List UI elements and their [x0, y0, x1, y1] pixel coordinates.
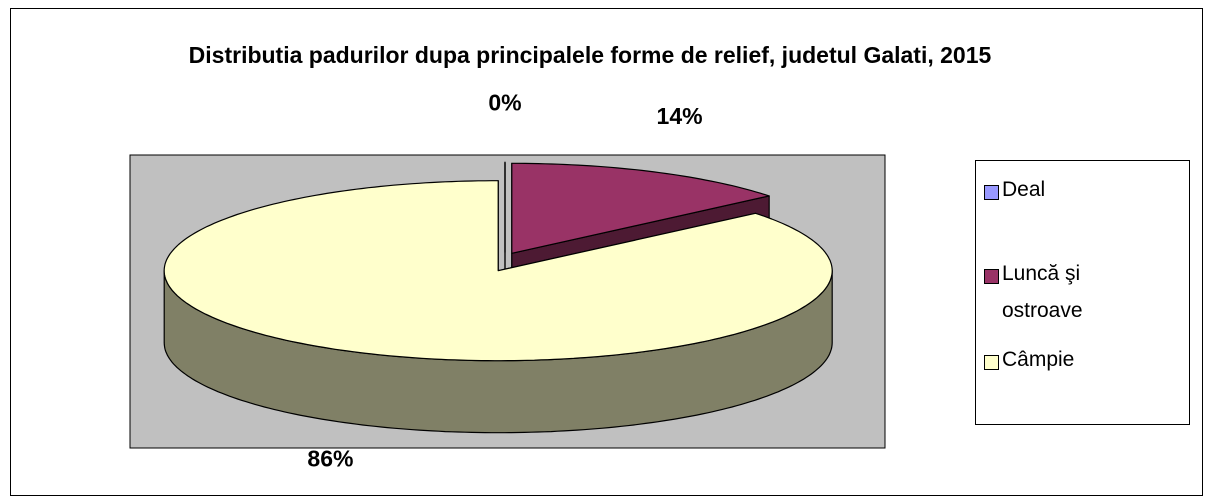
- legend-swatch: [984, 355, 999, 370]
- legend: Deal Luncă şi ostroave Câmpie: [975, 160, 1190, 425]
- data-label: 0%: [488, 89, 521, 115]
- chart-title: Distributia padurilor dupa principalele …: [188, 42, 992, 68]
- legend-label: Luncă şi ostroave: [1002, 262, 1083, 322]
- data-label: 14%: [657, 103, 703, 129]
- chart-border: [10, 8, 1203, 496]
- data-label: 86%: [307, 445, 353, 471]
- legend-label: Câmpie: [1002, 348, 1075, 371]
- slice: [511, 162, 770, 254]
- legend-entry: Câmpie: [984, 348, 1122, 378]
- legend-swatch: [984, 269, 999, 284]
- legend-label: Deal: [1002, 178, 1046, 201]
- slice: [163, 180, 833, 362]
- legend-swatch: [984, 185, 999, 200]
- legend-entry: Deal: [984, 178, 1122, 208]
- legend-entry: Luncă şi ostroave: [984, 262, 1122, 329]
